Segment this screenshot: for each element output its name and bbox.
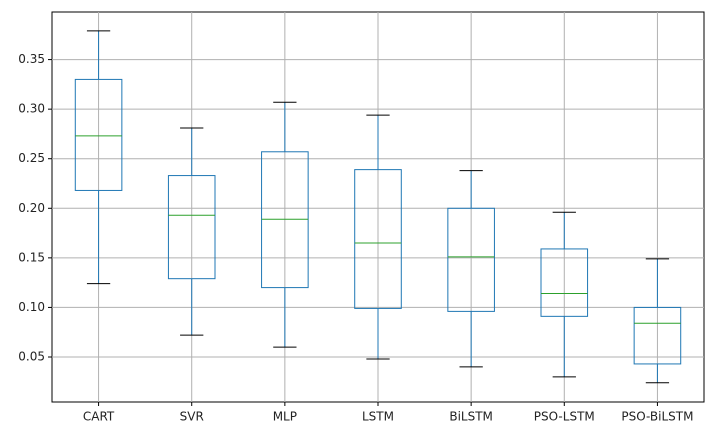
- y-tick-label: 0.30: [18, 102, 45, 116]
- x-tick-label: MLP: [273, 410, 297, 424]
- x-tick-label: LSTM: [362, 410, 394, 424]
- x-tick-label: BiLSTM: [449, 410, 493, 424]
- x-tick-label: PSO-BiLSTM: [621, 410, 693, 424]
- y-tick-label: 0.25: [18, 151, 45, 165]
- y-tick-label: 0.20: [18, 201, 45, 215]
- y-tick-label: 0.10: [18, 300, 45, 314]
- x-tick-label: SVR: [180, 410, 204, 424]
- x-tick-label: CART: [83, 410, 115, 424]
- y-tick-label: 0.35: [18, 52, 45, 66]
- y-tick-label: 0.05: [18, 349, 45, 363]
- chart: 0.05 0.10 0.15 0.20 0.25 0.30 0.35 CART SVR MLP LS…: [0, 0, 705, 426]
- x-tick-label: PSO-LSTM: [534, 410, 595, 424]
- y-tick-label: 0.15: [18, 250, 45, 264]
